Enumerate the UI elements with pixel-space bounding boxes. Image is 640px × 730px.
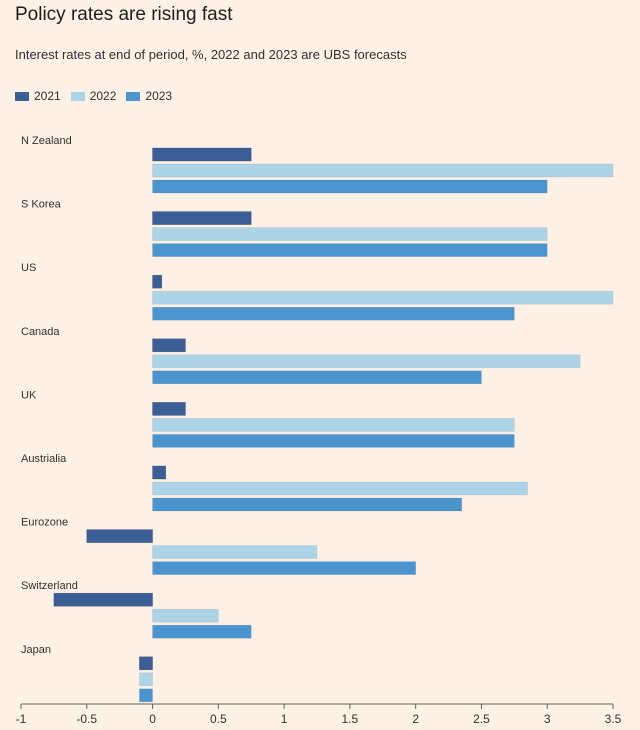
- legend-swatch-2021: [15, 91, 29, 101]
- bar-switzerland-2023: [152, 624, 252, 639]
- legend-item-2021: 2021: [15, 89, 61, 103]
- bar-japan-2022: [139, 672, 153, 687]
- category-label-eurozone: Eurozone: [21, 517, 68, 529]
- bar-japan-2021: [139, 656, 153, 671]
- bar-n-zealand-2021: [152, 147, 252, 162]
- bar-s-korea-2023: [152, 243, 548, 257]
- bar-uk-2022: [152, 418, 515, 432]
- bar-s-korea-2021: [152, 211, 252, 225]
- bar-canada-2022: [152, 354, 581, 369]
- bar-austrialia-2022: [152, 481, 528, 496]
- bar-switzerland-2021: [53, 592, 153, 607]
- legend-item-2023: 2023: [126, 89, 172, 103]
- legend-swatch-2022: [70, 91, 85, 101]
- x-tick-label-7: 2.5: [473, 712, 490, 726]
- bar-n-zealand-2023: [152, 179, 548, 194]
- legend-label-2022: 2022: [89, 89, 117, 103]
- category-label-us: US: [21, 262, 36, 274]
- bar-canada-2021: [152, 338, 186, 353]
- x-tick-label-5: 1.5: [342, 712, 359, 726]
- legend: 2021 2022 2023: [15, 89, 172, 103]
- x-tick-label-2: 0: [149, 712, 156, 726]
- x-tick-label-3: 0.5: [210, 712, 227, 726]
- chart-subtitle: Interest rates at end of period, %, 2022…: [15, 47, 407, 62]
- bar-japan-2023: [139, 688, 153, 703]
- bar-s-korea-2022: [152, 227, 548, 241]
- bar-canada-2023: [152, 370, 482, 385]
- bar-uk-2023: [152, 434, 515, 448]
- legend-item-2022: 2022: [70, 89, 117, 103]
- x-tick-label-9: 3.5: [605, 712, 622, 726]
- x-tick-label-1: -0.5: [76, 712, 97, 726]
- bar-austrialia-2023: [152, 497, 463, 512]
- bar-us-2023: [152, 306, 515, 321]
- bar-switzerland-2022: [152, 608, 219, 623]
- legend-swatch-2023: [126, 91, 141, 101]
- bar-austrialia-2021: [152, 465, 167, 480]
- category-label-uk: UK: [21, 389, 37, 401]
- x-tick-label-8: 3: [544, 712, 551, 726]
- category-label-s-korea: S Korea: [21, 199, 62, 211]
- x-tick-label-4: 1: [281, 712, 288, 726]
- x-tick-label-6: 2: [412, 712, 419, 726]
- x-tick-label-0: -1: [16, 712, 27, 726]
- category-label-austrialia: Austrialia: [21, 453, 67, 465]
- bar-eurozone-2021: [86, 529, 153, 543]
- chart-title: Policy rates are rising fast: [15, 4, 233, 25]
- bar-eurozone-2022: [152, 545, 318, 559]
- bar-eurozone-2023: [152, 561, 416, 575]
- category-label-switzerland: Switzerland: [21, 580, 78, 592]
- legend-label-2021: 2021: [34, 89, 61, 103]
- legend-label-2023: 2023: [145, 89, 173, 103]
- category-label-japan: Japan: [21, 644, 51, 656]
- category-label-canada: Canada: [21, 326, 60, 338]
- bar-n-zealand-2022: [152, 163, 614, 178]
- bar-uk-2021: [152, 402, 186, 416]
- category-label-n-zealand: N Zealand: [21, 135, 72, 147]
- bar-us-2022: [152, 290, 614, 305]
- bar-us-2021: [152, 274, 163, 289]
